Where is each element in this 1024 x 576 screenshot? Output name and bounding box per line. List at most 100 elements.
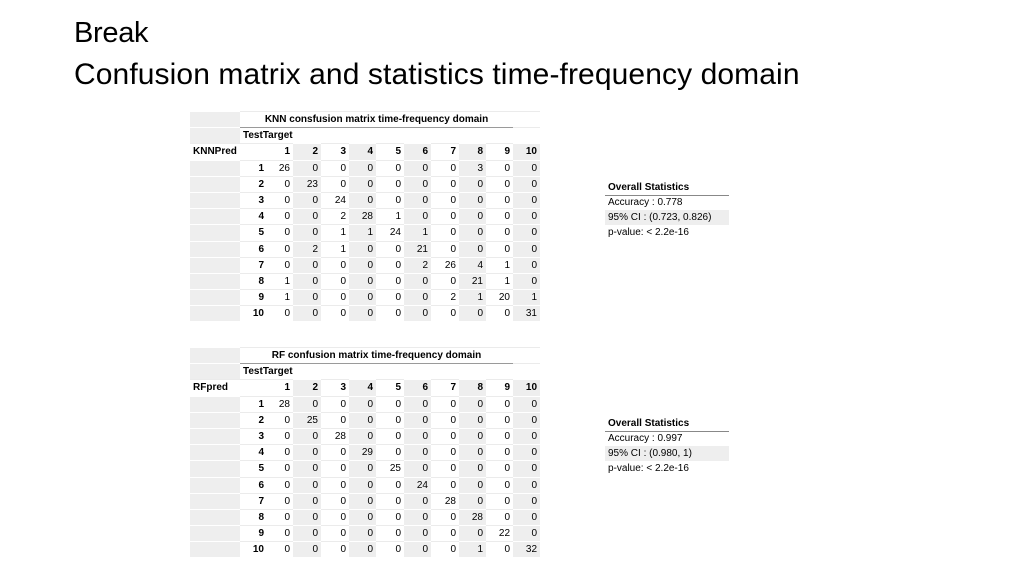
matrix-cell: 0 (431, 305, 459, 322)
table-row: 4 0 0 0 29 0 0 0 0 0 0 (190, 444, 541, 461)
column-header: 8 (459, 379, 486, 397)
matrix-cell: 0 (376, 240, 404, 258)
matrix-cell: 0 (513, 444, 541, 461)
table-row: 7 0 0 0 0 0 2 26 4 1 0 (190, 256, 540, 274)
matrix-cell: 0 (376, 444, 404, 461)
pred-label: RFpred (190, 379, 240, 397)
matrix-cell: 0 (459, 240, 486, 258)
matrix-cell: 0 (431, 444, 459, 461)
table-row: 3 0 0 28 0 0 0 0 0 0 0 (190, 427, 541, 445)
matrix-cell: 0 (349, 541, 376, 558)
row-label: 7 (240, 256, 267, 274)
matrix-cell: 0 (431, 476, 459, 494)
matrix-cell: 0 (267, 492, 293, 510)
matrix-cell: 0 (349, 191, 376, 209)
matrix-cell: 0 (513, 272, 540, 290)
matrix-cell: 0 (376, 525, 404, 542)
row-label: 4 (240, 208, 267, 225)
matrix-cell: 0 (376, 191, 404, 209)
matrix-cell: 0 (404, 159, 431, 177)
target-label: TestTarget (240, 363, 321, 380)
column-header: 7 (431, 379, 459, 397)
row-label: 3 (240, 191, 267, 209)
column-header: 7 (431, 143, 459, 161)
stats-line: 95% CI : (0.723, 0.826) (605, 210, 729, 225)
matrix-cell: 0 (267, 525, 293, 542)
target-label: TestTarget (240, 127, 321, 144)
stats-heading: Overall Statistics (605, 416, 729, 432)
matrix-cell: 25 (293, 411, 321, 429)
matrix-cell: 0 (404, 427, 431, 445)
table-row: 1 28 0 0 0 0 0 0 0 0 0 (190, 395, 541, 413)
matrix-cell: 0 (404, 272, 431, 290)
matrix-cell: 21 (459, 272, 486, 290)
matrix-cell: 1 (486, 272, 513, 290)
matrix-cell: 0 (267, 444, 293, 461)
matrix-cell: 0 (404, 444, 431, 461)
matrix-cell: 0 (321, 395, 349, 413)
matrix-cell: 0 (321, 541, 349, 558)
matrix-cell: 0 (349, 460, 376, 477)
matrix-cell: 0 (267, 460, 293, 477)
stats-heading: Overall Statistics (605, 180, 729, 196)
matrix-target-row: TestTarget (190, 127, 540, 144)
stats-heading-row: Overall Statistics (605, 416, 729, 432)
matrix-cell: 0 (321, 272, 349, 290)
table-row: 1 26 0 0 0 0 0 0 3 0 0 (190, 159, 540, 177)
matrix-cell: 1 (459, 541, 486, 558)
row-label: 4 (240, 444, 267, 461)
matrix-cell: 0 (513, 460, 541, 477)
matrix-cell: 0 (267, 175, 293, 193)
matrix-cell: 0 (293, 395, 321, 413)
matrix-cell: 0 (486, 476, 514, 494)
matrix-cell: 0 (376, 427, 404, 445)
matrix-cell: 0 (376, 159, 404, 177)
matrix-cell: 31 (513, 305, 540, 322)
matrix-cell: 26 (431, 256, 459, 274)
matrix-cell: 28 (321, 427, 349, 445)
matrix-header-row: KNNPred 1 2 3 4 5 6 7 8 9 10 (190, 143, 540, 161)
table-row: 5 0 0 0 0 25 0 0 0 0 0 (190, 460, 541, 477)
matrix-cell: 0 (431, 191, 459, 209)
stats-value: 95% CI : (0.723, 0.826) (605, 210, 729, 225)
matrix-cell: 0 (513, 191, 540, 209)
matrix-cell: 0 (267, 305, 293, 322)
matrix-cell: 0 (293, 427, 321, 445)
matrix-cell: 0 (376, 492, 404, 510)
matrix-cell: 0 (459, 427, 486, 445)
matrix-cell: 0 (404, 411, 431, 429)
matrix-cell: 0 (349, 175, 376, 193)
row-label: 10 (240, 541, 267, 558)
row-label: 10 (240, 305, 267, 322)
matrix-cell: 0 (321, 476, 349, 494)
matrix-cell: 0 (459, 208, 486, 225)
matrix-cell: 0 (293, 460, 321, 477)
matrix-cell: 0 (459, 411, 486, 429)
matrix-cell: 0 (486, 460, 514, 477)
matrix-cell: 0 (486, 444, 514, 461)
matrix-cell: 0 (321, 411, 349, 429)
matrix-cell: 0 (486, 224, 513, 241)
matrix-cell: 0 (267, 208, 293, 225)
matrix-cell: 0 (459, 460, 486, 477)
table-row: 7 0 0 0 0 0 0 28 0 0 0 (190, 492, 541, 510)
matrix-cell: 0 (431, 272, 459, 290)
matrix-cell: 1 (321, 240, 349, 258)
matrix-cell: 0 (349, 272, 376, 290)
matrix-cell: 1 (404, 224, 431, 241)
matrix-cell: 28 (459, 508, 486, 526)
row-label: 9 (240, 525, 267, 542)
matrix-cell: 0 (321, 508, 349, 526)
knn-overall-statistics: Overall Statistics Accuracy : 0.778 95% CI… (605, 180, 729, 239)
matrix-cell: 0 (376, 175, 404, 193)
row-label: 7 (240, 492, 267, 510)
matrix-cell: 0 (486, 395, 514, 413)
matrix-cell: 0 (349, 159, 376, 177)
table-row: 2 0 23 0 0 0 0 0 0 0 0 (190, 175, 540, 193)
matrix-header-row: RFpred 1 2 3 4 5 6 7 8 9 10 (190, 379, 541, 397)
table-row: 10 0 0 0 0 0 0 0 1 0 32 (190, 541, 541, 558)
matrix-cell: 0 (486, 175, 513, 193)
matrix-cell: 1 (459, 289, 486, 306)
table-row: 6 0 2 1 0 0 21 0 0 0 0 (190, 240, 540, 258)
stats-value: p-value: < 2.2e-16 (608, 226, 689, 238)
